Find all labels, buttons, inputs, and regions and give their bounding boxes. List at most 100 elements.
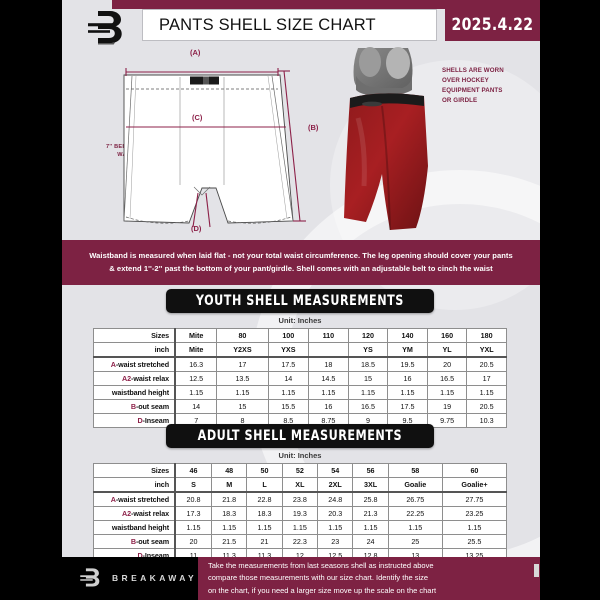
table-cell: Mite [174, 342, 218, 358]
table-row: Sizes Mite 80 100 110 120 140 160 180 [93, 328, 507, 343]
row-label: A-waist stretched [93, 491, 176, 507]
table-cell: 14 [174, 399, 218, 414]
table-cell: 17.5 [267, 356, 310, 372]
table-cell: 16 [387, 371, 428, 386]
page-header: PANTS SHELL SIZE CHART 2025.4.22 [62, 9, 540, 45]
table-cell: 20.3 [317, 506, 354, 521]
table-cell: 17 [216, 356, 269, 372]
table-cell: 54 [317, 463, 354, 478]
youth-unit-label: Unit: Inches [278, 316, 322, 325]
table-cell: S [174, 477, 213, 493]
footer-message-line1: Take the measurements from last seasons … [208, 561, 434, 571]
table-row: B-out seam 14 15 15.5 16 16.5 17.5 19 20.5 [93, 399, 507, 414]
table-cell: 25.8 [352, 491, 389, 507]
table-cell: 19.5 [387, 356, 428, 372]
table-cell: 2XL [317, 477, 354, 493]
table-cell: 1.15 [466, 385, 507, 400]
table-cell: 52 [281, 463, 319, 478]
row-label: inch [93, 342, 176, 358]
row-label: Sizes [93, 463, 176, 478]
page-title-text: PANTS SHELL SIZE CHART [159, 15, 376, 34]
table-cell: 26.75 [387, 491, 443, 507]
table-cell: 24.8 [317, 491, 354, 507]
row-label: Sizes [93, 328, 176, 343]
product-photo [344, 47, 428, 231]
footer-brand-name: BREAKAWAY [112, 573, 198, 583]
table-cell: 15 [216, 399, 269, 414]
photo-caption-line2: OVER HOCKEY [442, 77, 489, 85]
table-cell: 56 [352, 463, 389, 478]
table-cell: 100 [267, 328, 310, 343]
table-cell: 58 [387, 463, 443, 478]
row-label-marker: D [137, 416, 143, 425]
table-row: A2-waist relax 12.5 13.5 14 14.5 15 16 16.5 17 [93, 371, 507, 386]
table-cell: 1.15 [387, 520, 443, 535]
table-cell: 23.25 [441, 506, 508, 521]
table-cell: 20 [426, 356, 468, 372]
callout-b-label: (B) [308, 123, 319, 132]
photo-caption-line1: SHELLS ARE WORN [442, 67, 504, 74]
table-cell: 1.15 [211, 520, 248, 535]
table-cell: 1.15 [267, 385, 310, 400]
table-cell: 22.8 [246, 491, 283, 507]
callout-c-label: (C) [192, 113, 203, 122]
footer-message: Take the measurements from last seasons … [198, 560, 436, 596]
row-label-marker: B [130, 537, 136, 546]
row-label: A2-waist relax [93, 371, 176, 386]
row-label-marker: A [110, 360, 116, 369]
table-cell: 46 [174, 463, 213, 478]
table-cell: 17.3 [174, 506, 213, 521]
footer-accent-tab [534, 564, 539, 577]
table-cell: 16.5 [426, 371, 468, 386]
table-cell: YXS [267, 342, 310, 358]
table-cell [308, 342, 349, 358]
table-cell: 22.25 [387, 506, 443, 521]
table-cell: 18 [308, 356, 349, 372]
table-cell: 23.8 [281, 491, 319, 507]
table-cell: 20.5 [466, 399, 507, 414]
table-cell: 1.15 [246, 520, 283, 535]
row-label: A-waist stretched [93, 356, 176, 372]
table-cell: 48 [211, 463, 248, 478]
table-cell: 21.8 [211, 491, 248, 507]
breakaway-logo-icon [88, 11, 122, 45]
table-cell: 1.15 [174, 385, 218, 400]
callout-d-label: (D) [191, 224, 202, 233]
table-cell: 120 [347, 328, 389, 343]
row-label-marker: B [130, 402, 136, 411]
table-row: Sizes 46 48 50 52 54 56 58 60 [93, 463, 508, 478]
table-row: waistband height 1.15 1.15 1.15 1.15 1.15 1.15… [93, 385, 507, 400]
table-cell: 18.5 [347, 356, 389, 372]
table-cell: 24 [352, 534, 389, 549]
adult-banner-text: ADULT SHELL MEASUREMENTS [197, 428, 403, 444]
page-title: PANTS SHELL SIZE CHART [142, 9, 437, 41]
table-cell: 60 [441, 463, 508, 478]
table-cell: 15 [347, 371, 389, 386]
table-cell: L [246, 477, 283, 493]
table-cell: 1.15 [174, 520, 213, 535]
top-accent-strip [112, 0, 540, 9]
table-cell: 12.5 [174, 371, 218, 386]
row-label: B-out seam [93, 399, 176, 414]
row-label: waistband height [93, 385, 176, 400]
table-cell: Goalie+ [441, 477, 508, 493]
adult-measurements-table: Sizes 46 48 50 52 54 56 58 60 inch S M L XL 2XL 3XL Goal… [93, 463, 508, 563]
row-label-marker: D [137, 551, 143, 560]
table-cell: 16.5 [347, 399, 389, 414]
table-cell: 19.3 [281, 506, 319, 521]
row-label: waistband height [93, 520, 176, 535]
table-cell: 3XL [352, 477, 389, 493]
table-cell: 50 [246, 463, 283, 478]
table-row: A-waist stretched 20.8 21.8 22.8 23.8 24.8 25.… [93, 491, 508, 507]
table-cell: 1.15 [352, 520, 389, 535]
table-cell: 1.15 [387, 385, 428, 400]
table-cell: 21.3 [352, 506, 389, 521]
pants-diagram: 7'' BELOW WAIST [62, 45, 352, 240]
table-cell: XL [281, 477, 319, 493]
youth-banner-text: YOUTH SHELL MEASUREMENTS [196, 293, 404, 309]
footer-message-line3: on the chart, if you need a larger size … [208, 585, 437, 595]
table-cell: 1.15 [347, 385, 389, 400]
table-cell: 20.8 [174, 491, 213, 507]
table-cell: 21 [246, 534, 283, 549]
table-cell: YXL [466, 342, 507, 358]
